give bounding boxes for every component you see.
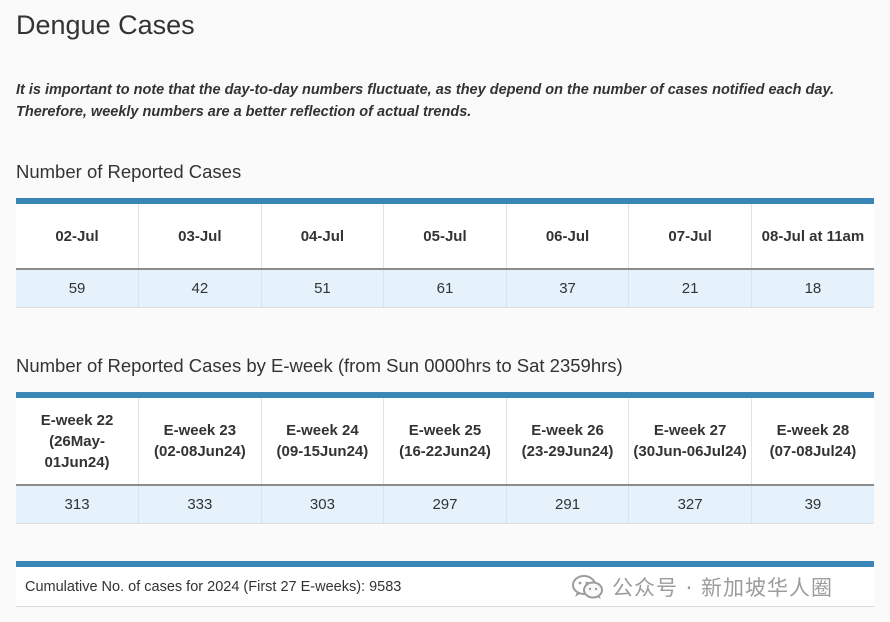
eweek-label: E-week 23 — [163, 422, 237, 439]
daily-header-cell: 06-Jul — [506, 198, 630, 270]
weekly-header-cell: E-week 26 (23-29Jun24) — [506, 392, 630, 486]
daily-value-cell: 51 — [261, 269, 385, 308]
eweek-date-range: (16-22Jun24) — [399, 443, 491, 460]
weekly-header-cell: E-week 28 (07-08Jul24) — [751, 392, 874, 486]
weekly-value-cell: 313 — [16, 485, 140, 524]
daily-header-cell: 02-Jul — [16, 198, 140, 270]
weekly-values-row: 313 333 303 297 291 327 39 — [16, 485, 874, 524]
daily-values-row: 59 42 51 61 37 21 18 — [16, 269, 874, 308]
eweek-label: E-week 22 — [40, 411, 114, 429]
eweek-label: E-week 24 — [286, 422, 359, 439]
daily-header-cell: 07-Jul — [628, 198, 752, 270]
weekly-cases-title: Number of Reported Cases by E-week (from… — [16, 355, 623, 376]
weekly-header-cell: E-week 23 (02-08Jun24) — [138, 392, 262, 486]
trend-note-line-1: It is important to note that the day-to-… — [16, 82, 835, 98]
weekly-header-cell: E-week 22 (26May-01Jun24) — [16, 392, 140, 486]
eweek-date-range: (07-08Jul24) — [769, 443, 857, 460]
eweek-label: E-week 26 — [531, 422, 604, 439]
weekly-header-cell: E-week 24 (09-15Jun24) — [261, 392, 385, 486]
daily-cases-table: 02-Jul 03-Jul 04-Jul 05-Jul 06-Jul 07-Ju… — [16, 198, 874, 308]
daily-value-cell: 61 — [383, 269, 507, 308]
cumulative-cases-text: Cumulative No. of cases for 2024 (First … — [25, 579, 402, 595]
weekly-value-cell: 333 — [138, 485, 262, 524]
trend-note: It is important to note that the day-to-… — [16, 79, 882, 123]
daily-value-cell: 59 — [16, 269, 140, 308]
eweek-label: E-week 27 — [653, 422, 727, 439]
weekly-value-cell: 303 — [261, 485, 385, 524]
daily-cases-title: Number of Reported Cases — [16, 161, 242, 182]
weekly-cases-table: E-week 22 (26May-01Jun24) E-week 23 (02-08… — [16, 392, 874, 524]
daily-value-cell: 21 — [628, 269, 752, 308]
weekly-header-row: E-week 22 (26May-01Jun24) E-week 23 (02-08… — [16, 392, 874, 486]
daily-header-cell: 04-Jul — [261, 198, 385, 270]
page-title: Dengue Cases — [16, 10, 195, 40]
watermark: 公众号 · 新加坡华人圈 — [572, 572, 833, 602]
daily-header-cell: 08-Jul at 11am — [751, 198, 874, 270]
daily-value-cell: 37 — [506, 269, 630, 308]
trend-note-line-2: Therefore, weekly numbers are a better r… — [16, 104, 472, 120]
weekly-value-cell: 327 — [628, 485, 752, 524]
eweek-date-range: (30Jun-06Jul24) — [633, 443, 747, 460]
watermark-text: 公众号 · 新加坡华人圈 — [612, 576, 834, 600]
daily-header-cell: 05-Jul — [383, 198, 507, 270]
cumulative-cases-box: Cumulative No. of cases for 2024 (First … — [16, 561, 874, 607]
eweek-date-range: (09-15Jun24) — [276, 443, 369, 460]
eweek-label: E-week 28 — [776, 422, 850, 439]
daily-header-row: 02-Jul 03-Jul 04-Jul 05-Jul 06-Jul 07-Ju… — [16, 198, 874, 270]
daily-header-cell: 03-Jul — [138, 198, 262, 270]
eweek-date-range: (26May-01Jun24) — [44, 432, 110, 471]
eweek-date-range: (02-08Jun24) — [153, 443, 246, 460]
daily-value-cell: 42 — [138, 269, 262, 308]
eweek-label: E-week 25 — [408, 422, 482, 439]
weekly-value-cell: 39 — [751, 485, 874, 524]
weekly-header-cell: E-week 27 (30Jun-06Jul24) — [628, 392, 752, 486]
daily-value-cell: 18 — [751, 269, 874, 308]
wechat-icon — [572, 575, 603, 599]
weekly-value-cell: 297 — [383, 485, 507, 524]
weekly-header-cell: E-week 25 (16-22Jun24) — [383, 392, 507, 486]
eweek-date-range: (23-29Jun24) — [521, 443, 614, 460]
weekly-value-cell: 291 — [506, 485, 630, 524]
